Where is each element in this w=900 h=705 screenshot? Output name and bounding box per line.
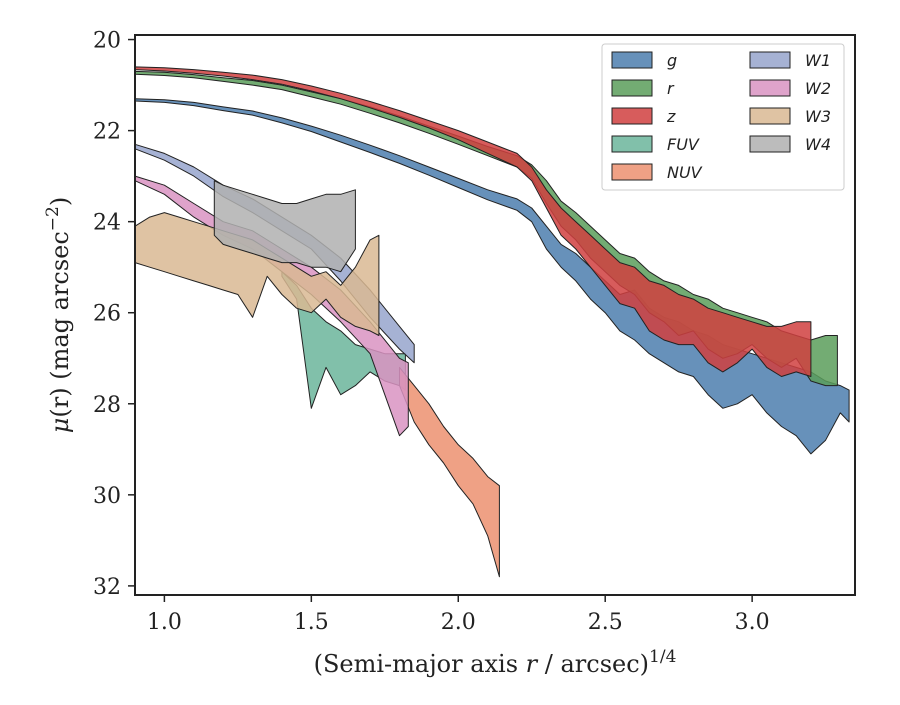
- legend-label-nuv: NUV: [667, 163, 703, 182]
- legend-swatch-w4: [749, 135, 791, 153]
- x-tick-label: 2.5: [588, 610, 623, 635]
- legend-swatch-fuv: [611, 135, 653, 153]
- y-tick-label: 32: [93, 575, 121, 600]
- y-axis-label: μ(r) (mag arcsec−2): [43, 197, 74, 433]
- legend-label-g: g: [667, 51, 677, 70]
- legend: grz FUV NUV W1 W2 W3 W4: [601, 43, 845, 191]
- legend-swatch-r: [611, 79, 653, 97]
- legend-swatch-nuv: [611, 163, 653, 181]
- series-band-nuv: [399, 366, 500, 578]
- legend-swatch-w3: [749, 107, 791, 125]
- plot-frame: [134, 34, 856, 596]
- series-layer: [134, 66, 850, 578]
- y-tick-label: 20: [93, 29, 121, 54]
- legend-label-w1: W1: [805, 51, 831, 70]
- x-tick-label: 1.5: [294, 610, 329, 635]
- x-tick-label: 2.0: [441, 610, 476, 635]
- x-axis-label: (Semi-major axis r / arcsec)1/4: [314, 647, 677, 678]
- x-tick-label: 3.0: [735, 610, 770, 635]
- x-tick-label: 1.0: [147, 610, 182, 635]
- legend-label-w2: W2: [805, 79, 831, 98]
- series-band-w4: [213, 180, 356, 273]
- y-tick-label: 26: [93, 302, 121, 327]
- legend-swatch-g: [611, 51, 653, 69]
- y-tick-label: 28: [93, 393, 121, 418]
- legend-label-fuv: FUV: [667, 135, 700, 154]
- axis-layer: 1.0 1.5 2.0 2.5 3.0 20 22 24 26 28 30 32: [93, 29, 770, 635]
- series-band-g: [134, 98, 850, 455]
- legend-label-r: r: [667, 79, 675, 98]
- legend-label-z: z: [666, 107, 676, 126]
- legend-swatch-z: [611, 107, 653, 125]
- series-band-z: [134, 66, 812, 377]
- legend-swatch-w2: [749, 79, 791, 97]
- legend-label-w4: W4: [805, 135, 831, 154]
- y-tick-label: 24: [93, 211, 121, 236]
- y-tick-label: 30: [93, 484, 121, 509]
- legend-swatch-w1: [749, 51, 791, 69]
- legend-label-w3: W3: [805, 107, 831, 126]
- y-tick-label: 22: [93, 120, 121, 145]
